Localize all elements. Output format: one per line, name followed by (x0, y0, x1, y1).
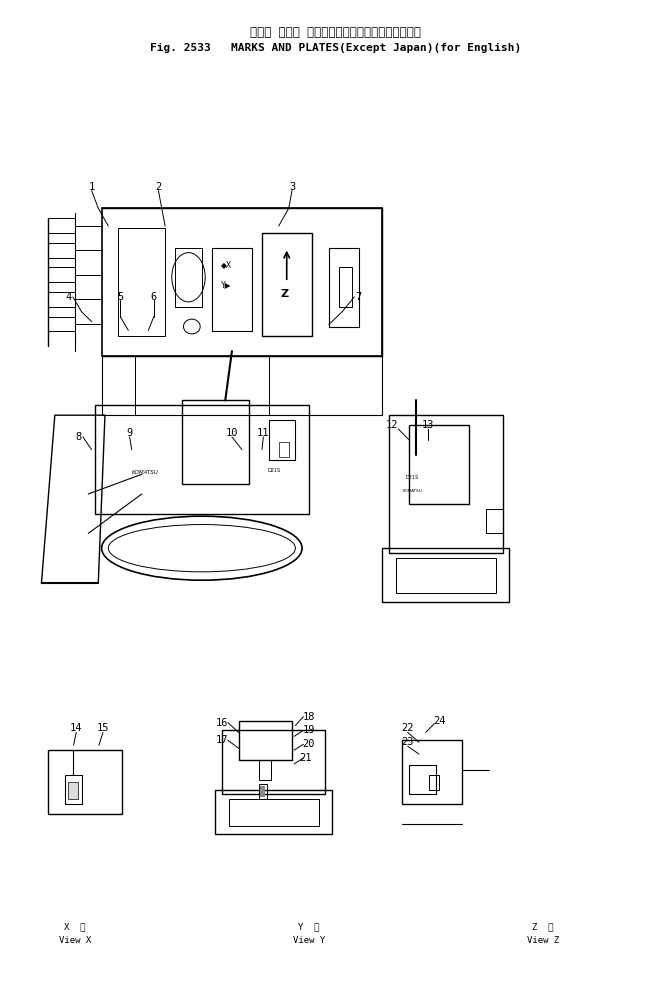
Text: 12: 12 (386, 420, 399, 430)
Bar (95, 405, 309, 514)
Text: 21: 21 (299, 753, 312, 763)
Text: 11: 11 (257, 428, 270, 438)
Bar (278, 442, 289, 456)
Text: Y  視: Y 視 (298, 923, 319, 932)
Text: View X: View X (59, 937, 91, 946)
Text: Fig. 2533   MARKS AND PLATES(Except Japan)(for English): Fig. 2533 MARKS AND PLATES(Except Japan)… (150, 42, 521, 52)
Bar (239, 720, 292, 760)
Bar (389, 415, 503, 553)
Text: 13: 13 (421, 420, 434, 430)
Text: 4: 4 (65, 292, 71, 302)
Text: 2: 2 (155, 182, 162, 192)
Text: D21S: D21S (267, 468, 280, 473)
Bar (65, 775, 82, 804)
Text: 7: 7 (356, 292, 362, 302)
Text: Z  視: Z 視 (532, 923, 554, 932)
Bar (182, 400, 249, 484)
Text: 16: 16 (215, 717, 228, 727)
Bar (215, 789, 332, 834)
Text: 18: 18 (303, 711, 315, 721)
Text: 23: 23 (401, 737, 414, 747)
Bar (382, 548, 509, 603)
Text: 10: 10 (225, 428, 238, 438)
Bar (101, 208, 382, 356)
Bar (48, 268, 75, 283)
Text: ◆X: ◆X (221, 261, 231, 270)
Bar (222, 730, 325, 794)
Text: View Z: View Z (527, 937, 559, 946)
Text: 6: 6 (150, 292, 157, 302)
Bar (429, 775, 439, 789)
Bar (258, 760, 270, 780)
Text: マーク および プレート（海　外　向）（英　語）: マーク および プレート（海 外 向）（英 語） (250, 26, 421, 39)
Bar (68, 782, 79, 799)
Text: 1: 1 (89, 182, 95, 192)
Bar (409, 425, 469, 504)
Bar (268, 420, 295, 459)
Bar (118, 228, 165, 336)
Text: 3: 3 (289, 182, 295, 192)
Text: Y▶: Y▶ (221, 281, 231, 289)
Text: KOMATSU: KOMATSU (132, 470, 158, 475)
Bar (486, 509, 503, 534)
Text: 19: 19 (303, 725, 315, 735)
Bar (48, 218, 75, 233)
Text: Z: Z (280, 288, 289, 299)
Bar (339, 268, 352, 307)
Text: 22: 22 (401, 723, 414, 733)
Bar (48, 243, 75, 258)
Bar (229, 799, 319, 826)
Bar (175, 248, 202, 307)
Bar (260, 785, 265, 797)
Bar (48, 317, 75, 331)
Bar (258, 783, 266, 799)
Bar (409, 765, 435, 794)
Text: 20: 20 (303, 739, 315, 749)
Bar (212, 248, 252, 331)
Bar (396, 558, 496, 593)
Bar (48, 292, 75, 307)
Bar (48, 750, 121, 814)
Text: View Y: View Y (293, 937, 325, 946)
Text: 24: 24 (433, 715, 446, 725)
Bar (101, 356, 382, 415)
Bar (262, 233, 312, 336)
Text: 5: 5 (117, 292, 123, 302)
Bar (329, 248, 359, 326)
Text: 15: 15 (97, 723, 109, 733)
Text: 14: 14 (70, 723, 83, 733)
Text: 9: 9 (127, 428, 133, 438)
Text: 17: 17 (215, 735, 228, 745)
Text: D21S: D21S (406, 475, 419, 480)
Text: X  視: X 視 (64, 923, 86, 932)
Text: KOMATSU: KOMATSU (403, 489, 422, 493)
Bar (403, 740, 462, 804)
Text: 8: 8 (75, 432, 81, 442)
